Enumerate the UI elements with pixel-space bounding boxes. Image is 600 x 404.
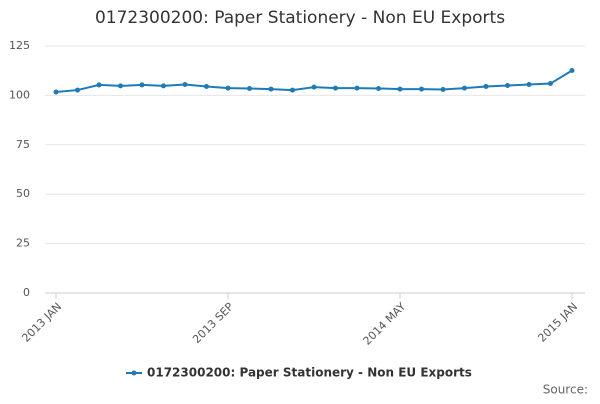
data-point xyxy=(311,84,317,90)
y-tick-label: 25 xyxy=(16,237,30,250)
legend-marker xyxy=(131,370,137,376)
data-point xyxy=(419,86,424,92)
data-point xyxy=(569,68,575,74)
data-point xyxy=(118,83,123,89)
data-point xyxy=(268,86,274,92)
data-point xyxy=(290,87,295,93)
y-tick-label: 0 xyxy=(23,286,30,299)
data-point xyxy=(376,85,381,91)
x-tick-label: 2013 SEP xyxy=(190,300,236,346)
data-point xyxy=(397,86,403,92)
x-tick-label: 2013 JAN xyxy=(19,300,64,345)
y-tick-label: 50 xyxy=(16,187,30,200)
data-point xyxy=(182,82,188,88)
x-tick-label: 2015 JAN xyxy=(535,300,580,345)
data-point xyxy=(225,85,231,91)
data-point xyxy=(139,82,145,88)
data-point xyxy=(462,85,467,91)
data-point xyxy=(440,86,446,92)
chart-title: 0172300200: Paper Stationery - Non EU Ex… xyxy=(95,8,505,28)
data-point xyxy=(483,84,489,90)
data-point xyxy=(96,82,102,88)
data-point xyxy=(247,85,252,91)
data-point xyxy=(161,83,166,89)
y-tick-label: 125 xyxy=(9,39,30,52)
data-point xyxy=(75,87,80,93)
data-point xyxy=(53,89,59,95)
source-label: Source: xyxy=(543,383,588,397)
data-point xyxy=(505,83,510,89)
data-point xyxy=(333,85,338,91)
data-point xyxy=(204,84,209,90)
x-tick-label: 2014 MAY xyxy=(361,300,409,348)
y-tick-label: 75 xyxy=(16,138,30,151)
data-point xyxy=(548,81,553,87)
data-point xyxy=(354,85,360,91)
y-tick-label: 100 xyxy=(9,88,30,101)
data-point xyxy=(526,82,532,88)
legend-label: 0172300200: Paper Stationery - Non EU Ex… xyxy=(147,366,472,380)
